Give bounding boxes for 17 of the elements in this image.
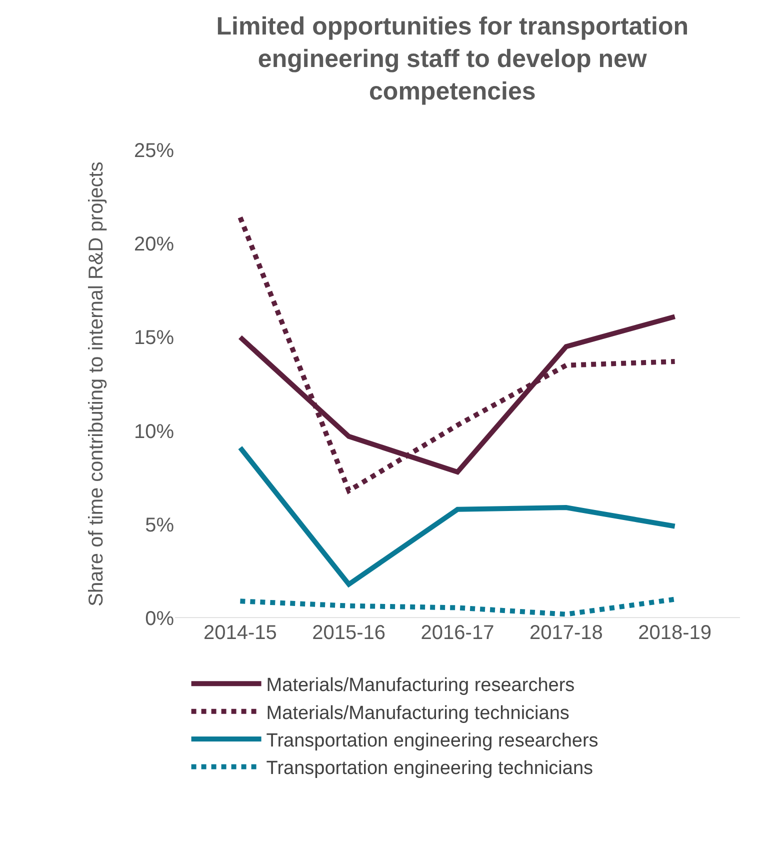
x-tick-label: 2018-19 <box>638 622 712 644</box>
y-tick-label: 15% <box>134 327 174 350</box>
y-tick-label: 0% <box>145 608 174 630</box>
legend-label: Materials/Manufacturing researchers <box>266 675 575 696</box>
y-tick-label: 25% <box>134 140 174 162</box>
x-tick-label: 2017-18 <box>529 622 603 644</box>
y-tick-label: 20% <box>134 234 174 256</box>
y-axis-title: Share of time contributing to internal R&D projects <box>85 162 108 606</box>
y-tick-label: 10% <box>134 420 174 443</box>
y-tick-label: 5% <box>145 514 174 536</box>
x-tick-label: 2016-17 <box>420 622 494 644</box>
x-tick-label: 2015-16 <box>312 622 386 644</box>
legend-label: Transportation engineering technicians <box>266 758 594 780</box>
legend-label: Transportation engineering researchers <box>266 730 598 752</box>
legend-label: Materials/Manufacturing technicians <box>266 702 570 724</box>
x-tick-label: 2014-15 <box>203 622 277 644</box>
chart-title: Limited opportunities for transportation engineering staff to develop new competencies <box>216 12 689 106</box>
